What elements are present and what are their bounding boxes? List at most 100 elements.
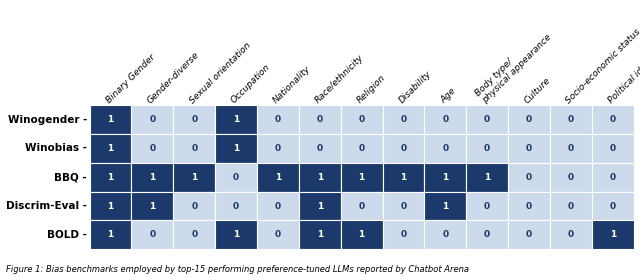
Text: 0: 0 <box>275 202 281 211</box>
Bar <box>550 105 592 134</box>
Text: Disability: Disability <box>397 69 433 105</box>
Bar <box>340 192 383 220</box>
Bar <box>257 134 299 163</box>
Bar <box>173 220 215 249</box>
Bar <box>215 163 257 192</box>
Text: 0: 0 <box>568 173 574 182</box>
Bar <box>383 105 424 134</box>
Bar <box>340 134 383 163</box>
Bar <box>257 220 299 249</box>
Text: 0: 0 <box>191 115 197 124</box>
Text: 0: 0 <box>191 230 197 239</box>
Text: Gender-diverse: Gender-diverse <box>146 50 201 105</box>
Text: 0: 0 <box>442 230 449 239</box>
Bar <box>424 105 466 134</box>
Text: 0: 0 <box>401 230 406 239</box>
Text: 0: 0 <box>526 173 532 182</box>
Bar <box>173 163 215 192</box>
Bar <box>131 163 173 192</box>
Text: 0: 0 <box>317 115 323 124</box>
Bar <box>466 134 508 163</box>
Bar <box>508 220 550 249</box>
Text: 0: 0 <box>233 173 239 182</box>
Bar <box>508 192 550 220</box>
Text: 1: 1 <box>149 173 156 182</box>
Text: 0: 0 <box>358 144 365 153</box>
Bar <box>90 220 131 249</box>
Text: 0: 0 <box>233 202 239 211</box>
Text: 1: 1 <box>233 144 239 153</box>
Text: 0: 0 <box>526 115 532 124</box>
Bar <box>90 134 131 163</box>
Text: 0: 0 <box>275 230 281 239</box>
Text: 1: 1 <box>358 230 365 239</box>
Bar <box>340 163 383 192</box>
Bar <box>466 192 508 220</box>
Bar <box>299 105 340 134</box>
Text: 0: 0 <box>191 144 197 153</box>
Bar <box>383 192 424 220</box>
Bar <box>215 192 257 220</box>
Bar <box>215 220 257 249</box>
Text: 0: 0 <box>484 230 490 239</box>
Text: 1: 1 <box>233 230 239 239</box>
Text: 0: 0 <box>401 115 406 124</box>
Bar <box>424 163 466 192</box>
Text: 0: 0 <box>401 202 406 211</box>
Text: Culture: Culture <box>523 76 552 105</box>
Text: 1: 1 <box>442 202 449 211</box>
Bar <box>550 163 592 192</box>
Bar <box>424 192 466 220</box>
Text: Body type/
physical appearance: Body type/ physical appearance <box>474 25 553 105</box>
Text: BBQ -: BBQ - <box>54 172 87 182</box>
Text: Winobias -: Winobias - <box>25 143 87 153</box>
Text: 1: 1 <box>108 202 114 211</box>
Bar <box>340 105 383 134</box>
Text: Socio-economic status: Socio-economic status <box>564 27 640 105</box>
Bar <box>257 163 299 192</box>
Text: 1: 1 <box>317 230 323 239</box>
Bar <box>131 192 173 220</box>
Bar <box>466 105 508 134</box>
Bar <box>131 220 173 249</box>
Text: 0: 0 <box>610 202 616 211</box>
Text: 1: 1 <box>317 202 323 211</box>
Bar <box>550 192 592 220</box>
Text: 0: 0 <box>610 173 616 182</box>
Text: 0: 0 <box>484 115 490 124</box>
Text: 0: 0 <box>568 144 574 153</box>
Bar <box>508 163 550 192</box>
Text: 1: 1 <box>275 173 281 182</box>
Text: Figure 1: Bias benchmarks employed by top-15 performing preference-tuned LLMs re: Figure 1: Bias benchmarks employed by to… <box>6 265 469 274</box>
Bar <box>592 134 634 163</box>
Bar <box>592 192 634 220</box>
Bar <box>131 134 173 163</box>
Text: 1: 1 <box>401 173 406 182</box>
Text: 1: 1 <box>108 115 114 124</box>
Text: Sexual orientation: Sexual orientation <box>188 40 253 105</box>
Text: Age: Age <box>439 87 458 105</box>
Text: Winogender -: Winogender - <box>8 115 87 125</box>
Bar <box>424 134 466 163</box>
Text: 0: 0 <box>191 202 197 211</box>
Bar <box>592 220 634 249</box>
Text: Political ideologies: Political ideologies <box>606 40 640 105</box>
Text: 1: 1 <box>233 115 239 124</box>
Text: 0: 0 <box>149 115 156 124</box>
Text: 0: 0 <box>358 115 365 124</box>
Text: 0: 0 <box>442 144 449 153</box>
Text: 0: 0 <box>442 115 449 124</box>
Text: 0: 0 <box>149 230 156 239</box>
Text: 0: 0 <box>568 202 574 211</box>
Text: 0: 0 <box>610 144 616 153</box>
Bar <box>215 105 257 134</box>
Bar <box>466 163 508 192</box>
Text: 1: 1 <box>317 173 323 182</box>
Bar <box>215 134 257 163</box>
Text: 0: 0 <box>568 115 574 124</box>
Text: 0: 0 <box>526 202 532 211</box>
Bar <box>299 192 340 220</box>
Bar <box>173 134 215 163</box>
Text: Nationality: Nationality <box>271 64 312 105</box>
Text: 0: 0 <box>401 144 406 153</box>
